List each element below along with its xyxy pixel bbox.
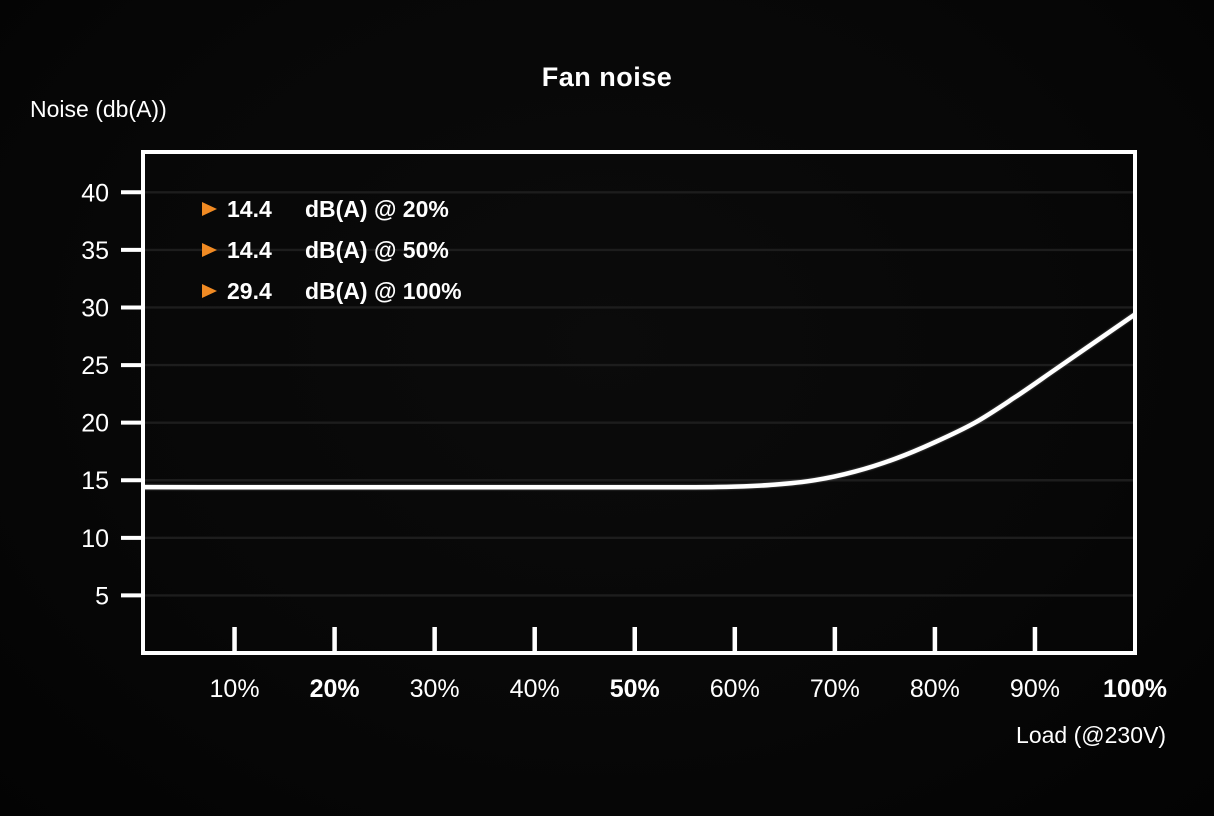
arrow-right-icon (202, 243, 217, 257)
legend-label: dB(A) @ 100% (305, 277, 462, 304)
legend-item: 14.4 dB(A) @ 50% (202, 235, 462, 265)
noise-curve (143, 312, 1135, 490)
x-tick-label: 100% (1103, 675, 1167, 703)
y-tick-label: 25 (81, 352, 109, 380)
y-tick-label: 5 (95, 582, 109, 610)
y-tick-label: 40 (81, 179, 109, 207)
y-tick-label: 20 (81, 410, 109, 438)
x-tick-label: 40% (510, 675, 560, 703)
legend-label: dB(A) @ 20% (305, 195, 449, 222)
x-tick-label: 90% (1010, 675, 1060, 703)
x-tick-label: 70% (810, 675, 860, 703)
x-tick-label: 60% (710, 675, 760, 703)
y-tick-label: 30 (81, 294, 109, 322)
y-tick-label: 15 (81, 467, 109, 495)
legend-item: 29.4 dB(A) @ 100% (202, 276, 462, 306)
legend-item: 14.4 dB(A) @ 20% (202, 194, 462, 224)
arrow-right-icon (202, 284, 217, 298)
legend-value: 29.4 (227, 277, 272, 304)
arrow-right-icon (202, 202, 217, 216)
x-tick-label: 20% (310, 675, 360, 703)
legend-value: 14.4 (227, 195, 272, 222)
y-tick-label: 35 (81, 237, 109, 265)
y-axis-title: Noise (db(A)) (30, 96, 167, 122)
legend-value: 14.4 (227, 236, 272, 263)
chart-legend: 14.4 dB(A) @ 20% 14.4 dB(A) @ 50% 29.4 d… (202, 194, 462, 317)
x-tick-label: 50% (610, 675, 660, 703)
x-axis-title: Load (@230V) (1016, 722, 1166, 748)
x-tick-label: 10% (210, 675, 260, 703)
y-tick-label: 10 (81, 525, 109, 553)
plot-border (141, 150, 1137, 655)
chart-title: Fan noise (541, 62, 673, 92)
x-tick-label: 30% (410, 675, 460, 703)
legend-label: dB(A) @ 50% (305, 236, 449, 263)
x-tick-label: 80% (910, 675, 960, 703)
